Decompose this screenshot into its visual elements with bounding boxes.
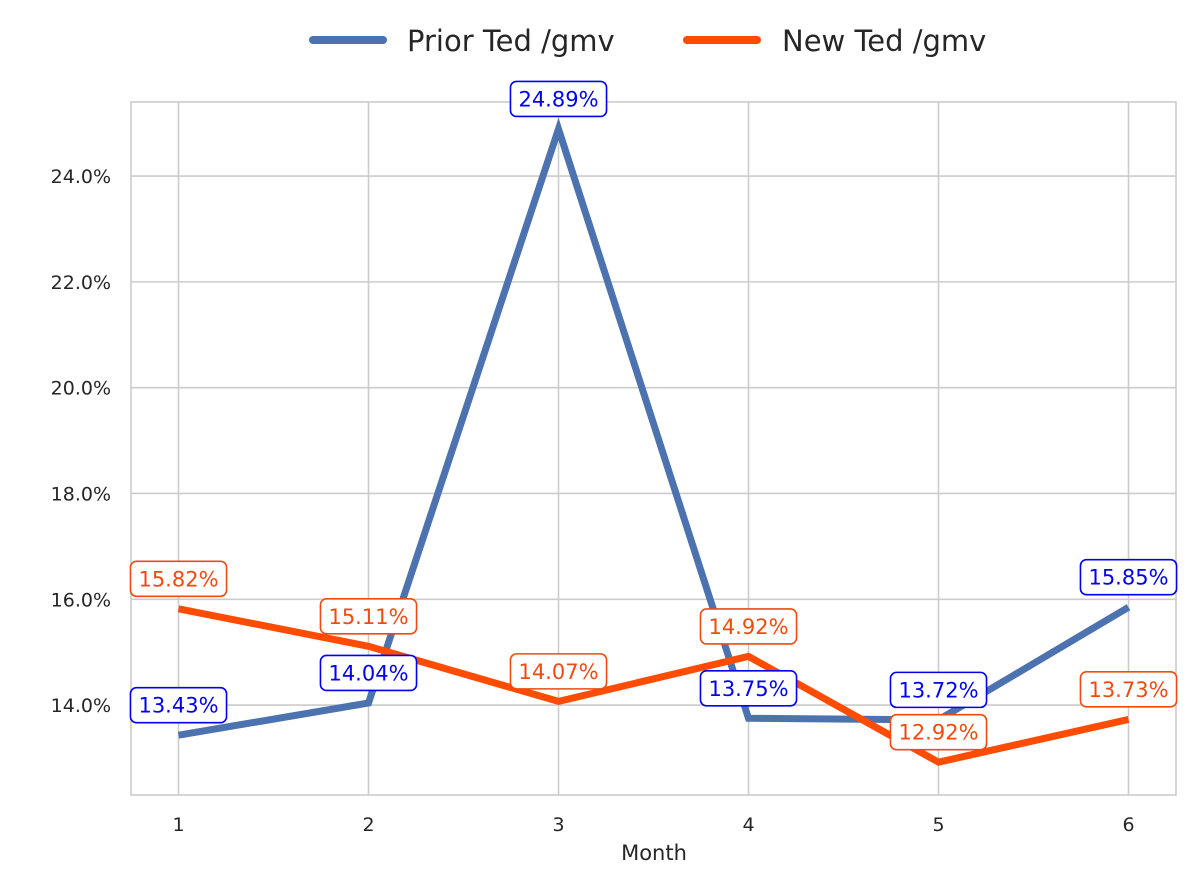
legend-item: New Ted /gmv [683, 24, 986, 58]
x-axis: 1 2 3 4 5 6 [172, 814, 1134, 836]
data-label-text: 15.11% [328, 605, 408, 629]
data-label-box [699, 608, 798, 645]
data-label-box [509, 653, 608, 690]
y-tick-label: 14.0% [51, 695, 111, 717]
legend-label: New Ted /gmv [782, 24, 986, 58]
data-label-box [319, 654, 418, 692]
x-tick-label: 1 [172, 814, 184, 836]
x-tick-label: 5 [932, 814, 944, 836]
data-label-box [889, 671, 988, 709]
data-label: 24.89% [509, 80, 608, 118]
data-label-text: 12.92% [898, 721, 978, 745]
data-label-text: 15.82% [138, 567, 218, 591]
legend-item: Prior Ted /gmv [309, 24, 615, 58]
data-label: 13.72% [889, 671, 988, 709]
y-tick-label: 18.0% [51, 483, 111, 505]
y-axis: 14.0% 16.0% 18.0% 20.0% 22.0% 24.0% [51, 166, 111, 717]
data-label: 14.92% [699, 608, 798, 645]
y-tick-label: 20.0% [51, 378, 111, 400]
data-label-text: 24.89% [518, 87, 598, 111]
legend-label: Prior Ted /gmv [407, 24, 615, 58]
x-tick-label: 2 [362, 814, 374, 836]
data-label-box [129, 686, 228, 724]
series-line-new [177, 605, 1130, 766]
data-label-box [319, 598, 418, 635]
data-label-text: 15.85% [1088, 566, 1168, 590]
data-label-box [1079, 671, 1178, 708]
data-label-text: 13.43% [138, 694, 218, 718]
data-label-box [889, 713, 988, 751]
data-label-text: 14.04% [328, 661, 408, 685]
data-label: 15.85% [1079, 558, 1178, 596]
data-label: 12.92% [889, 713, 988, 751]
x-axis-label: Month [621, 841, 687, 865]
data-label: 15.82% [129, 560, 228, 598]
plot-frame [130, 101, 1177, 796]
data-label-text: 14.92% [708, 615, 788, 639]
data-label-box [509, 80, 608, 118]
data-labels: 13.43% 14.04% 24.89% 13.75% 13.72% 15.85% 15.8… [129, 80, 1178, 751]
data-label: 14.07% [509, 653, 608, 690]
x-tick-label: 3 [552, 814, 564, 836]
data-label-text: 14.07% [518, 660, 598, 684]
data-label: 13.43% [129, 686, 228, 724]
y-tick-label: 22.0% [51, 272, 111, 294]
data-label-box [699, 669, 798, 707]
data-label: 14.04% [319, 654, 418, 692]
grid [131, 102, 1176, 795]
data-label-text: 13.75% [708, 677, 788, 701]
y-tick-label: 16.0% [51, 589, 111, 611]
data-label-box [129, 560, 228, 598]
data-label-text: 13.73% [1088, 678, 1168, 702]
data-label: 13.75% [699, 669, 798, 707]
legend: Prior Ted /gmv New Ted /gmv [309, 24, 986, 58]
series-line-prior [177, 117, 1131, 739]
data-label: 13.73% [1079, 671, 1178, 708]
data-label-text: 13.72% [898, 678, 978, 702]
data-label-box [1079, 558, 1178, 596]
x-tick-label: 6 [1122, 814, 1134, 836]
x-tick-label: 4 [742, 814, 754, 836]
y-tick-label: 24.0% [51, 166, 111, 188]
data-label: 15.11% [319, 598, 418, 635]
